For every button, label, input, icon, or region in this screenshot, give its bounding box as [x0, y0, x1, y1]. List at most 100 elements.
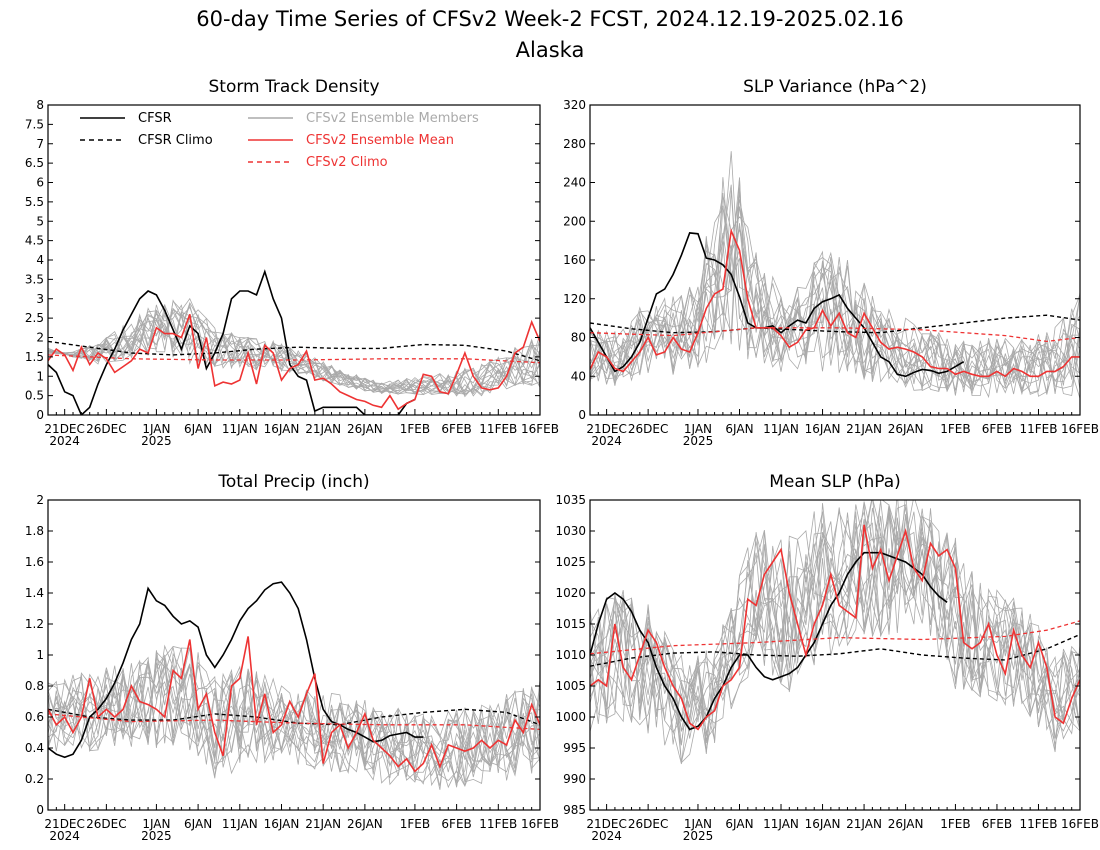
x-tick-label: 6FEB [982, 422, 1012, 436]
y-tick-label: 1035 [555, 493, 586, 507]
x-tick-label: 1FEB [400, 817, 430, 831]
y-tick-label: 4 [36, 253, 44, 267]
plot-area [590, 151, 1080, 399]
y-tick-label: 0.5 [25, 389, 44, 403]
y-tick-label: 0 [36, 803, 44, 817]
x-tick-label: 6JAN [184, 422, 212, 436]
ensemble-member-line [590, 504, 1080, 741]
y-tick-label: 7 [36, 137, 44, 151]
ensemble-member-line [590, 177, 1080, 391]
ensemble-member-line [590, 193, 1080, 396]
y-tick-label: 5 [36, 214, 44, 228]
legend-label: CFSv2 Climo [306, 155, 388, 170]
series-cfsv2-ensemble-mean [48, 636, 540, 773]
x-tick-label: 16JAN [805, 817, 841, 831]
y-tick-label: 1010 [555, 648, 586, 662]
x-tick-label: 21DEC [586, 817, 626, 831]
ensemble-member-line [48, 664, 540, 789]
y-tick-label: 1020 [555, 586, 586, 600]
x-tick-label: 11JAN [763, 422, 799, 436]
x-tick-label: 26DEC [628, 817, 668, 831]
x-tick-label: 26DEC [86, 817, 126, 831]
ensemble-member-line [590, 151, 1080, 395]
y-tick-label: 995 [563, 741, 586, 755]
ensemble-member-line [590, 517, 1080, 764]
y-tick-label: 4.5 [25, 234, 44, 248]
x-tick-label: 16FEB [521, 422, 559, 436]
figure-subtitle: Alaska [516, 38, 585, 62]
x-tick-label: 11FEB [479, 817, 517, 831]
panel-title: SLP Variance (hPa^2) [743, 77, 927, 97]
x-tick-label: 16JAN [264, 817, 300, 831]
x-tick-label: 1FEB [940, 422, 970, 436]
y-tick-label: 1025 [555, 555, 586, 569]
y-tick-label: 6 [36, 176, 44, 190]
y-tick-label: 2 [36, 493, 44, 507]
series-cfsv2-ensemble-mean [590, 227, 1080, 378]
x-tick-label: 1FEB [940, 817, 970, 831]
y-tick-label: 1.6 [25, 555, 44, 569]
x-tick-label: 21DEC [44, 817, 84, 831]
y-tick-label: 5.5 [25, 195, 44, 209]
x-tick-label: 6FEB [441, 422, 471, 436]
y-tick-label: 0 [578, 408, 586, 422]
x-tick-label: 21JAN [305, 817, 341, 831]
x-tick-label: 21JAN [305, 422, 341, 436]
legend-label: CFSv2 Ensemble Mean [306, 133, 454, 148]
ensemble-member-line [590, 177, 1080, 396]
ensemble-member-line [48, 304, 540, 396]
x-tick-label: 21JAN [846, 817, 882, 831]
y-tick-label: 3 [36, 292, 44, 306]
y-tick-label: 2.5 [25, 311, 44, 325]
y-tick-label: 320 [563, 98, 586, 112]
legend: CFSR CFSR Climo CFSv2 Ensemble Members CFSv… [80, 111, 479, 170]
ensemble-member-line [48, 314, 540, 395]
legend-label: CFSR [138, 111, 172, 126]
ensemble-member-line [48, 646, 540, 786]
x-tick-year-label: 2024 [49, 434, 80, 448]
y-tick-label: 1.8 [25, 524, 44, 538]
ensemble-member-line [590, 511, 1080, 739]
y-tick-label: 1 [36, 369, 44, 383]
x-tick-label: 1FEB [400, 422, 430, 436]
x-tick-label: 11JAN [763, 817, 799, 831]
x-tick-label: 26DEC [628, 422, 668, 436]
x-tick-label: 11FEB [1019, 422, 1057, 436]
plot-area [48, 269, 540, 415]
y-tick-label: 160 [563, 253, 586, 267]
ensemble-member-line [590, 190, 1080, 394]
y-tick-label: 3.5 [25, 272, 44, 286]
x-tick-label: 16JAN [805, 422, 841, 436]
panel-title: Storm Track Density [208, 77, 379, 97]
y-tick-label: 7.5 [25, 117, 44, 131]
y-tick-label: 40 [571, 369, 586, 383]
ensemble-member-line [48, 304, 540, 395]
y-tick-label: 1030 [555, 524, 586, 538]
plot-frame [589, 499, 1081, 811]
y-tick-label: 0.4 [25, 741, 44, 755]
x-tick-year-label: 2025 [141, 829, 172, 843]
legend-label: CFSR Climo [138, 133, 213, 148]
y-tick-label: 0 [36, 408, 44, 422]
plot-area [590, 500, 1080, 765]
x-tick-label: 6FEB [982, 817, 1012, 831]
y-tick-label: 8 [36, 98, 44, 112]
y-tick-label: 1000 [555, 710, 586, 724]
y-tick-label: 1005 [555, 679, 586, 693]
series-cfsr [590, 232, 965, 378]
x-tick-label: 21JAN [846, 422, 882, 436]
x-tick-label: 11FEB [479, 422, 517, 436]
ensemble-member-line [48, 647, 540, 786]
ensemble-member-line [48, 657, 540, 782]
x-tick-label: 21DEC [44, 422, 84, 436]
x-tick-label: 6FEB [441, 817, 471, 831]
y-tick-label: 1015 [555, 617, 586, 631]
y-tick-label: 80 [571, 331, 586, 345]
x-tick-label: 26JAN [347, 817, 383, 831]
series-cfsr-climo [48, 708, 540, 726]
ensemble-member-line [48, 304, 540, 397]
plot-frame [589, 104, 1081, 416]
x-tick-year-label: 2024 [591, 434, 622, 448]
panel-slp-variance: SLP Variance (hPa^2) 0 40 80 120 160 200 240 28… [563, 77, 1099, 448]
x-tick-label: 1JAN [142, 817, 170, 831]
